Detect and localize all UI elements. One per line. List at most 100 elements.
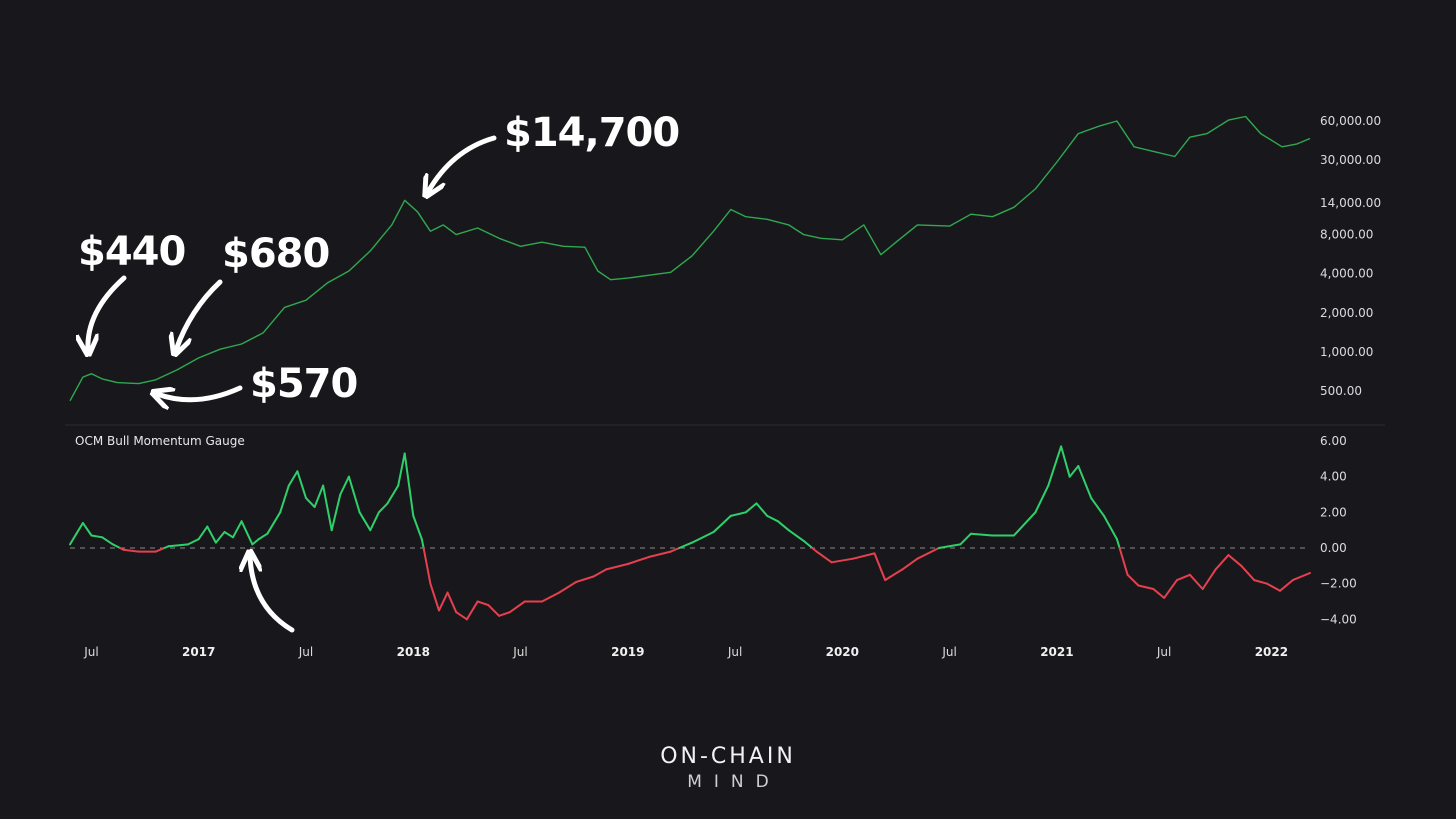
brand-line2: MIND	[687, 772, 781, 792]
gauge-segment	[397, 452, 406, 487]
gauge-segment	[251, 538, 260, 546]
x-tick-label: Jul	[512, 645, 527, 659]
gauge-segment	[1152, 588, 1166, 599]
x-tick-label: Jul	[941, 645, 956, 659]
gauge-segment	[802, 539, 814, 549]
brand-line1: ON-CHAIN	[660, 744, 796, 769]
arrow-gauge	[250, 556, 295, 633]
x-tick-label: Jul	[298, 645, 313, 659]
gauge-segment	[1077, 465, 1093, 500]
price-tick-label: 500.00	[1320, 384, 1362, 398]
gauge-segment	[386, 484, 400, 505]
indicator-title: OCM Bull Momentum Gauge	[75, 434, 245, 448]
gauge-segment	[1137, 584, 1155, 590]
gauge-segment	[1253, 579, 1269, 585]
gauge-segment	[358, 511, 372, 532]
gauge-segment	[305, 497, 316, 508]
price-axis: 60,000.00 30,000.00 14,000.00 8,000.00 4,000…	[1320, 114, 1381, 398]
gauge-segment	[197, 525, 209, 541]
gauge-segment	[873, 552, 887, 582]
arrow-14700	[428, 135, 497, 192]
gauge-segment	[1115, 538, 1121, 549]
gauge-segment	[729, 511, 747, 517]
gauge-segment	[206, 525, 217, 544]
gauge-segment	[429, 582, 440, 612]
x-tick-label: Jul	[1156, 645, 1171, 659]
x-tick-label: 2022	[1255, 645, 1288, 659]
gauge-tick-label: 6.00	[1320, 434, 1347, 448]
gauge-segment	[755, 502, 769, 517]
x-tick-label: 2020	[826, 645, 859, 659]
gauge-segment	[691, 531, 715, 544]
gauge-segment	[970, 532, 994, 537]
gauge-segment	[959, 532, 972, 546]
gauge-segment	[455, 611, 468, 621]
gauge-segment	[1047, 445, 1063, 487]
annotation-14700: $14,700	[504, 110, 679, 156]
price-tick-label: 2,000.00	[1320, 306, 1373, 320]
gauge-segment	[498, 611, 511, 617]
gauge-segment	[296, 470, 307, 500]
gauge-segment	[90, 534, 104, 539]
gauge-segment	[1163, 579, 1178, 599]
gauge-tick-label: 2.00	[1320, 505, 1347, 519]
gauge-segment	[223, 531, 234, 539]
gauge-segment	[1266, 582, 1281, 592]
gauge-segment	[884, 568, 904, 582]
gauge-segment	[1060, 445, 1071, 478]
gauge-segment	[75, 522, 84, 535]
annotation-680: $680	[222, 231, 329, 277]
gauge-line	[69, 445, 1311, 621]
gauge-segment	[279, 484, 290, 514]
x-tick-label: 2018	[397, 645, 430, 659]
gauge-segment	[322, 484, 333, 532]
gauge-segment	[541, 591, 561, 603]
gauge-segment	[403, 452, 415, 517]
price-line	[69, 115, 1311, 402]
price-tick-label: 8,000.00	[1320, 228, 1373, 242]
gauge-segment	[187, 538, 200, 546]
gauge-segment	[487, 604, 501, 617]
gauge-segment	[1118, 547, 1129, 576]
gauge-segment	[901, 557, 919, 571]
gauge-axis: 6.00 4.00 2.00 0.00 −2.00 −4.00	[1320, 434, 1357, 626]
x-axis: Jul 2017 Jul 2018 Jul 2019 Jul 2020 Jul 2021 Jul 20…	[83, 645, 1288, 659]
gauge-segment	[1176, 573, 1191, 582]
gauge-segment	[369, 511, 380, 532]
price-tick-label: 60,000.00	[1320, 114, 1381, 128]
gauge-segment	[669, 547, 681, 553]
gauge-segment	[438, 591, 449, 612]
price-tick-label: 14,000.00	[1320, 196, 1381, 210]
arrow-570	[157, 385, 243, 400]
gauge-segment	[266, 511, 282, 535]
gauge-segment	[766, 514, 779, 523]
price-tick-label: 1,000.00	[1320, 345, 1373, 359]
price-tick-label: 4,000.00	[1320, 267, 1373, 281]
gauge-segment	[122, 548, 140, 553]
gauge-segment	[815, 550, 833, 564]
gauge-segment	[1201, 568, 1217, 590]
gauge-segment	[377, 502, 389, 514]
gauge-segment	[744, 502, 758, 514]
gauge-segment	[916, 547, 940, 560]
annotation-440: $440	[78, 229, 185, 275]
gauge-segment	[69, 532, 78, 546]
gauge-segment	[111, 543, 122, 549]
gauge-segment	[1188, 573, 1204, 590]
gauge-segment	[1214, 554, 1230, 571]
arrow-440	[88, 275, 127, 350]
annotation-arrows	[88, 135, 497, 633]
gauge-segment	[1240, 564, 1256, 582]
price-tick-label: 30,000.00	[1320, 153, 1381, 167]
gauge-segment	[81, 522, 93, 537]
gauge-segment	[313, 484, 325, 508]
gauge-segment	[240, 520, 254, 546]
gauge-segment	[412, 514, 423, 541]
gauge-segment	[420, 538, 425, 549]
gauge-segment	[232, 520, 243, 539]
arrow-680	[176, 279, 223, 350]
gauge-segment	[558, 580, 578, 594]
gauge-segment	[446, 591, 458, 614]
gauge-segment	[1012, 511, 1037, 537]
